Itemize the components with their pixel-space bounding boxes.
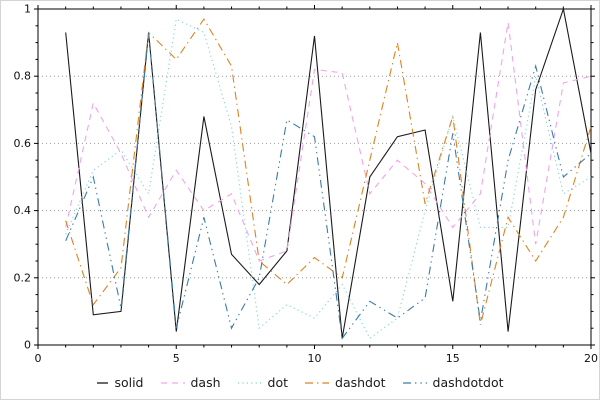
legend-entry-dash: dash [160, 374, 221, 390]
chart-legend: solid dash dot dashdot dashdotdot [1, 369, 599, 397]
plot-frame [37, 8, 592, 346]
series-line-dashdotdot [65, 32, 592, 340]
series-line-dashdot [65, 18, 592, 325]
x-tick-label: 20 [584, 352, 598, 365]
legend-entry-dashdotdot: dashdotdot [402, 374, 504, 390]
y-tick-label: 0 [24, 339, 31, 352]
legend-label-dash: dash [190, 374, 221, 390]
y-tick-label: 0.4 [14, 204, 32, 217]
legend-line-sample-solid [97, 382, 109, 384]
legend-label-dashdot: dashdot [335, 374, 386, 390]
legend-label-dot: dot [267, 374, 289, 390]
legend-label-dashdotdot: dashdotdot [432, 374, 504, 390]
y-tick-label: 0.6 [14, 137, 32, 150]
y-tick-label: 0.8 [14, 70, 32, 83]
legend-label-solid: solid [114, 374, 144, 390]
legend-line-sample-dash [160, 382, 185, 384]
y-tick-label: 0.2 [14, 271, 32, 284]
x-tick-label: 0 [35, 352, 42, 365]
x-tick-label: 5 [173, 352, 180, 365]
x-tick-label: 15 [446, 352, 460, 365]
x-tick-label: 10 [308, 352, 322, 365]
legend-line-sample-dot [237, 382, 262, 384]
series-line-dash [65, 22, 592, 262]
legend-entry-solid: solid [96, 374, 144, 390]
y-tick-label: 1 [24, 3, 31, 16]
chart-svg: 0 5 10 15 20 0 0.2 0.4 0.6 0.8 1 [14, 3, 599, 366]
legend-line-sample-dashdot [305, 382, 330, 384]
legend-line-sample-dashdotdot [402, 382, 427, 384]
series-line-dot [65, 18, 592, 340]
legend-entry-dot: dot [237, 374, 289, 390]
legend-entry-dashdot: dashdot [304, 374, 386, 390]
